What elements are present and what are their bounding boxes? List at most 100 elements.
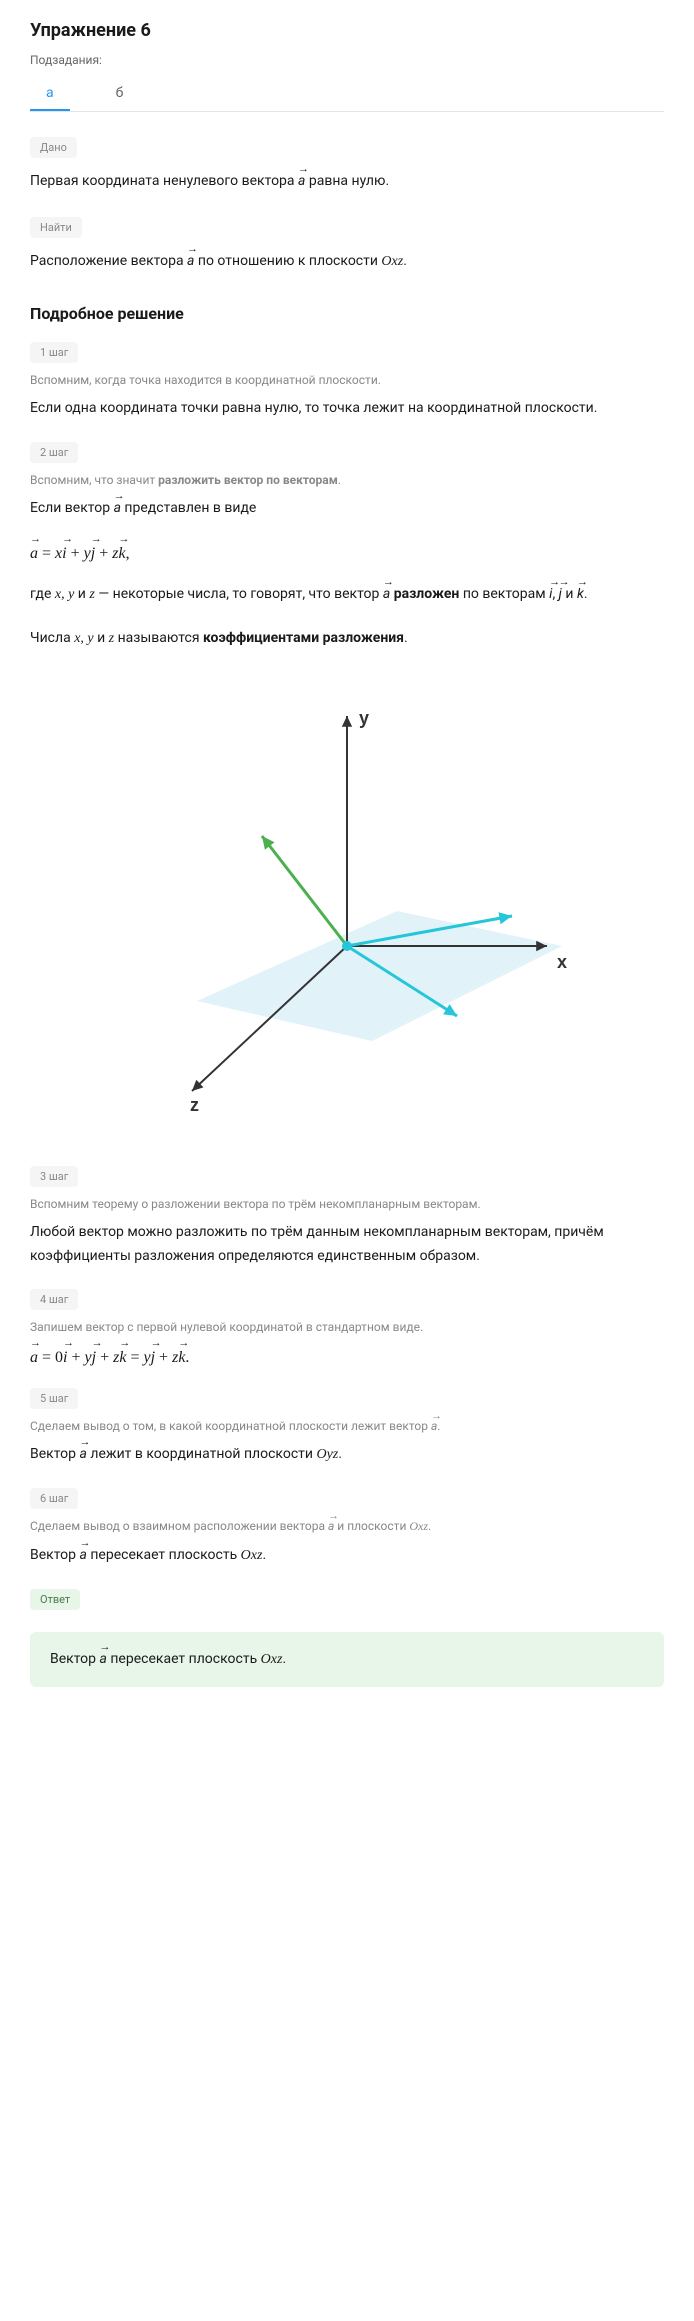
var-y: y	[85, 1349, 92, 1366]
vec-a: a	[30, 1344, 38, 1373]
step5-text: Вектор a лежит в координатной плоскости …	[30, 1443, 664, 1467]
s6-h-mid: и плоскости	[334, 1519, 409, 1533]
step5-hint: Сделаем вывод о том, в какой координатно…	[30, 1419, 664, 1433]
t3-vars: x, y	[74, 631, 93, 646]
coordinate-diagram: x y z	[117, 671, 577, 1131]
f-end: .	[185, 1349, 189, 1366]
step1-label: 1 шаг	[30, 342, 78, 363]
vec-k2: k	[178, 1344, 185, 1373]
t3-mid: называются	[114, 630, 203, 646]
step6-label: 6 шаг	[30, 1488, 78, 1509]
step2-label: 2 шаг	[30, 442, 78, 463]
t2-vars: x, y	[55, 587, 74, 602]
t2-mid2: по векторам	[459, 586, 549, 602]
find-label: Найти	[30, 217, 82, 238]
find-suffix: .	[403, 253, 407, 269]
ans-prefix: Вектор	[50, 1651, 99, 1667]
f-eq2: =	[126, 1349, 143, 1366]
s5-h-prefix: Сделаем вывод о том, в какой координатно…	[30, 1419, 431, 1433]
f-eq: = 0	[38, 1349, 63, 1366]
var-y2: y	[143, 1349, 150, 1366]
step2-t1-prefix: Если вектор	[30, 500, 114, 516]
plane-oxz: Oxz	[241, 1548, 263, 1563]
exercise-title: Упражнение 6	[30, 20, 664, 41]
vec-k: k	[119, 1344, 126, 1373]
ans-mid: пересекает плоскость	[107, 1651, 261, 1667]
step3-text: Любой вектор можно разложить по трём дан…	[30, 1221, 664, 1269]
plane-oxz: Oxz	[261, 1652, 283, 1667]
s6-h-suffix: .	[428, 1519, 431, 1533]
t2-bold: разложен	[390, 586, 459, 602]
t2-and2: и	[562, 586, 577, 602]
step1-hint: Вспомним, когда точка находится в коорди…	[30, 373, 664, 387]
s5-suffix: .	[338, 1446, 342, 1462]
step6-hint: Сделаем вывод о взаимном расположении ве…	[30, 1519, 664, 1534]
s6-mid: пересекает плоскость	[87, 1547, 241, 1563]
var-y: y	[84, 545, 91, 562]
vec-k: k	[118, 540, 125, 569]
vec-j: j	[92, 1344, 96, 1373]
svg-text:y: y	[359, 708, 369, 728]
f-p3: +	[155, 1349, 172, 1366]
ans-suffix: .	[282, 1651, 286, 1667]
f-p2: +	[96, 1349, 113, 1366]
vec-i: i	[62, 540, 66, 569]
step2-text3: Числа x, y и z называются коэффициентами…	[30, 627, 664, 651]
answer-label: Ответ	[30, 1589, 80, 1610]
step2-hint-prefix: Вспомним, что значит	[30, 473, 158, 487]
step2-text2: где x, y и z — некоторые числа, то говор…	[30, 583, 664, 607]
vector-a: a	[79, 1443, 86, 1467]
tab-a[interactable]: а	[30, 77, 70, 111]
tabs-container: а б	[30, 77, 664, 112]
vector-a: a	[114, 497, 121, 521]
step3-hint: Вспомним теорему о разложении вектора по…	[30, 1197, 664, 1211]
var-x: x	[55, 545, 62, 562]
svg-text:z: z	[190, 1095, 199, 1115]
find-mid: по отношению к плоскости	[194, 253, 381, 269]
step4-hint: Запишем вектор с первой нулевой координа…	[30, 1320, 664, 1334]
vector-a: a	[383, 583, 390, 607]
vector-a: a	[187, 250, 194, 272]
vec-j: j	[559, 583, 562, 607]
step2-t1-suffix: представлен в виде	[121, 500, 256, 516]
t3-prefix: Числа	[30, 630, 74, 646]
step5-label: 5 шаг	[30, 1388, 78, 1409]
solution-title: Подробное решение	[30, 304, 664, 323]
diagram-container: x y z	[30, 671, 664, 1135]
vec-i: i	[549, 583, 552, 607]
given-suffix: равна нулю.	[305, 173, 389, 189]
find-text: Расположение вектора a по отношению к пл…	[30, 250, 664, 273]
svg-text:x: x	[557, 952, 567, 972]
vector-a: a	[328, 1519, 334, 1533]
vec-a: a	[30, 540, 38, 569]
answer-block: Вектор a пересекает плоскость Oxz.	[30, 1632, 664, 1687]
vector-a: a	[79, 1544, 86, 1568]
vector-a: a	[431, 1419, 437, 1433]
t2-and: и	[74, 586, 89, 602]
s6-suffix: .	[262, 1547, 266, 1563]
vec-j: j	[91, 540, 95, 569]
plane-oyz: Oyz	[316, 1447, 338, 1462]
s5-prefix: Вектор	[30, 1446, 79, 1462]
t2-mid: — некоторые числа, то говорят, что векто…	[95, 586, 383, 602]
t2-prefix: где	[30, 586, 55, 602]
step2-hint-bold: разложить вектор по векторам	[158, 473, 338, 487]
t3-and: и	[94, 630, 109, 646]
given-prefix: Первая координата ненулевого вектора	[30, 173, 298, 189]
plane-oxz: Oxz	[409, 1519, 428, 1533]
s5-mid: лежит в координатной плоскости	[87, 1446, 317, 1462]
vector-a: a	[298, 170, 305, 192]
step2-hint: Вспомним, что значит разложить вектор по…	[30, 473, 664, 487]
step2-hint-suffix: .	[338, 473, 341, 487]
step2-text1: Если вектор a представлен в виде	[30, 497, 664, 521]
given-label: Дано	[30, 137, 77, 158]
s6-prefix: Вектор	[30, 1547, 79, 1563]
vector-a: a	[99, 1648, 106, 1670]
given-text: Первая координата ненулевого вектора a р…	[30, 170, 664, 192]
s6-h-prefix: Сделаем вывод о взаимном расположении ве…	[30, 1519, 328, 1533]
vec-i: i	[63, 1344, 67, 1373]
tab-b[interactable]: б	[100, 77, 140, 111]
step2-formula: a = xi + yj + zk,	[30, 540, 664, 569]
step3-label: 3 шаг	[30, 1166, 78, 1187]
step6-text: Вектор a пересекает плоскость Oxz.	[30, 1544, 664, 1568]
